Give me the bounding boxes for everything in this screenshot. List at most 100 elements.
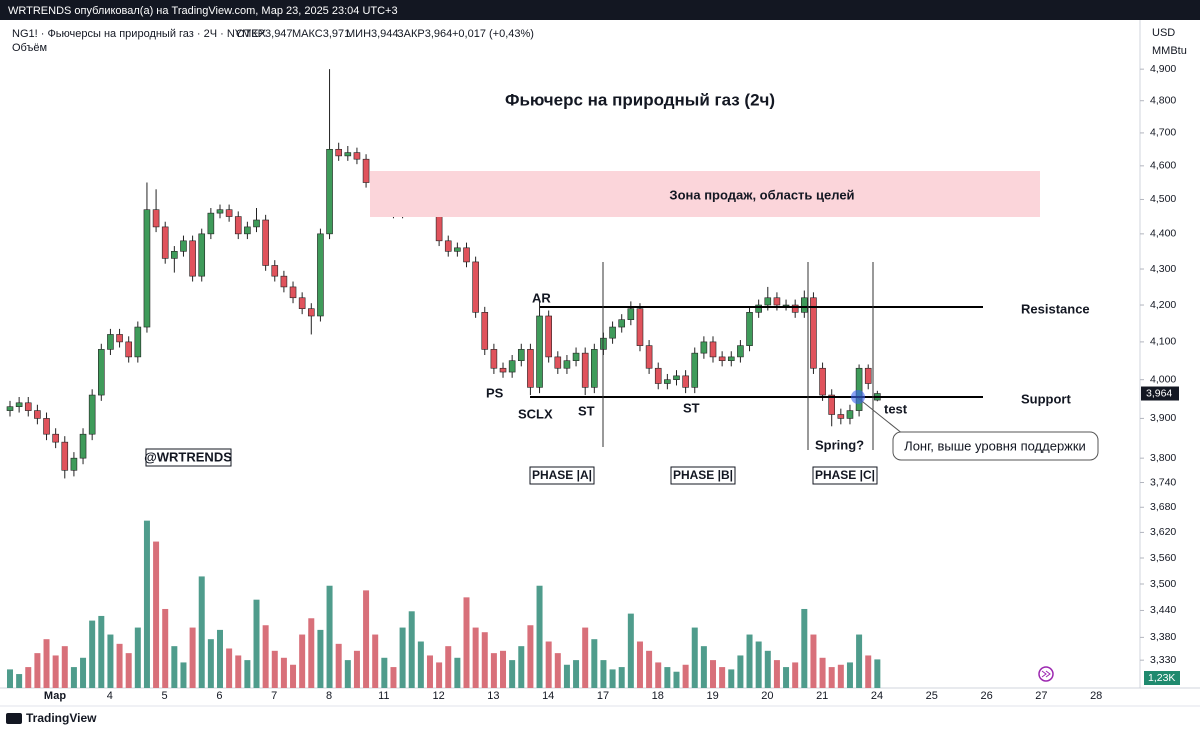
legend-change: +0,017 (+0,43%) <box>452 28 534 40</box>
volume-bar <box>408 611 415 688</box>
candle-body <box>198 233 206 277</box>
x-tick-label: 28 <box>1090 690 1102 702</box>
candle-body <box>362 158 370 183</box>
volume-bar <box>527 625 534 688</box>
candle-body <box>490 349 498 369</box>
candle-body <box>171 251 178 259</box>
candle-body <box>554 356 562 369</box>
volume-bar <box>290 664 297 688</box>
volume-bar <box>426 655 433 688</box>
volume-bar <box>198 576 205 688</box>
phase-label: PHASE |C| <box>815 468 875 482</box>
candle-body <box>43 418 50 435</box>
candle-body <box>609 326 616 339</box>
candle-body <box>189 240 196 277</box>
volume-bar <box>216 629 223 688</box>
volume-bar <box>80 657 87 688</box>
st-label: ST <box>578 403 595 418</box>
volume-bar <box>682 664 689 688</box>
candle-body <box>280 275 288 288</box>
volume-bar <box>89 620 96 688</box>
volume-bar <box>828 667 835 688</box>
volume-bar <box>554 653 561 688</box>
legend-close: ЗАКР3,964 <box>397 28 452 40</box>
st-label: ST <box>683 400 700 415</box>
goto-realtime[interactable] <box>1038 666 1054 682</box>
volume-bar <box>783 667 790 688</box>
y-tick-label: 4,300 <box>1150 263 1176 275</box>
zone-label: Зона продаж, область целей <box>669 187 854 202</box>
x-tick-label: 7 <box>271 690 277 702</box>
volume-bar <box>609 669 616 688</box>
volume-bar <box>162 608 169 688</box>
volume-bar <box>372 634 379 688</box>
volume-bar <box>591 639 598 688</box>
x-tick-label: 13 <box>487 690 499 702</box>
volume-bar <box>16 674 23 688</box>
volume-bar <box>801 608 808 688</box>
volume-bar <box>500 650 507 688</box>
volume-bar <box>463 597 470 688</box>
legend-low: МИН3,944 <box>346 28 399 40</box>
volume-bar <box>308 618 315 688</box>
unit: MMBtu <box>1152 45 1187 57</box>
candle-body <box>536 315 543 388</box>
volume-bar <box>710 660 717 688</box>
legend-symbol: NG1! · Фьючерсы на природный газ · 2Ч · … <box>12 28 267 40</box>
candle-body <box>134 326 142 358</box>
candle-body <box>225 209 233 217</box>
brand: TradingView <box>26 711 97 725</box>
volume-bar <box>509 660 516 688</box>
volume-bar <box>536 585 543 688</box>
author-label: @WRTRENDS <box>144 449 232 464</box>
volume-bar <box>390 667 397 688</box>
publisher-bar <box>0 0 1200 20</box>
callout-box <box>892 431 1099 461</box>
candle-body <box>572 352 580 361</box>
candle-body <box>791 304 799 313</box>
candle-body <box>645 345 653 369</box>
candle-body <box>344 152 352 157</box>
volume-bar <box>189 627 196 688</box>
candle-body <box>746 312 753 346</box>
volume-bar <box>746 634 753 688</box>
candle-body <box>24 402 32 411</box>
goto-realtime-icon <box>1041 670 1051 678</box>
candle-body <box>463 247 470 263</box>
test-label: test <box>884 401 908 416</box>
candle-body <box>52 433 59 443</box>
candle-body <box>326 148 333 235</box>
volume-bar <box>171 646 178 688</box>
candle-body <box>810 297 817 369</box>
candle-body <box>837 414 845 419</box>
ps-label: PS <box>486 385 504 400</box>
volume-bar <box>846 662 853 688</box>
candle-body <box>691 352 699 388</box>
candle-body <box>79 433 87 459</box>
y-tick-label: 4,800 <box>1150 94 1176 106</box>
legend-volume: Объём <box>12 42 47 54</box>
y-tick-label: 3,620 <box>1150 526 1176 538</box>
volume-bar <box>673 671 680 688</box>
x-tick-label: 11 <box>378 690 389 702</box>
volume-bar <box>143 520 150 688</box>
author-box <box>145 448 232 467</box>
volume-bar <box>25 667 32 688</box>
chart-title: Фьючерс на природный газ (2ч) <box>505 90 775 109</box>
currency: USD <box>1152 27 1175 39</box>
candle-body <box>700 341 708 354</box>
x-tick-label: 24 <box>871 690 883 702</box>
volume-bar <box>755 641 762 688</box>
x-tick-label: 4 <box>107 690 113 702</box>
last-volume-label: 1,23K <box>1148 672 1175 684</box>
sclx-label: SCLX <box>518 406 553 421</box>
volume-bar <box>134 627 141 688</box>
volume-bar <box>125 653 132 688</box>
volume-bar <box>98 615 105 688</box>
support-label: Support <box>1021 391 1071 406</box>
y-tick-label: 4,600 <box>1150 160 1176 172</box>
candle-body <box>125 341 132 358</box>
y-tick-label: 4,100 <box>1150 336 1176 348</box>
candle-body <box>353 152 361 160</box>
y-tick-label: 3,800 <box>1150 452 1176 464</box>
